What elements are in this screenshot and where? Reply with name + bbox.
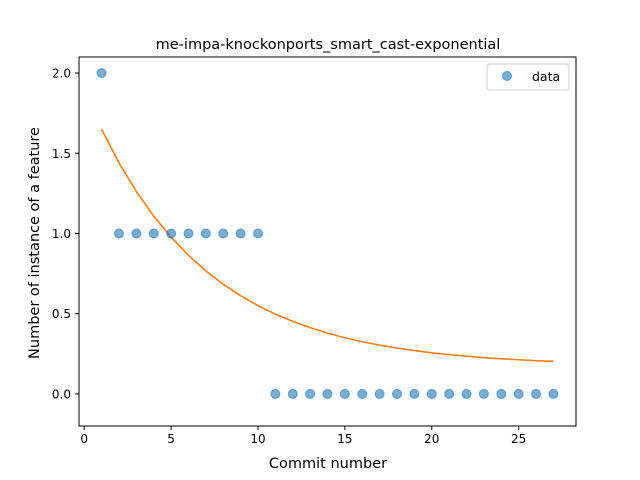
x-axis-label: Commit number (269, 456, 387, 472)
data-point (305, 388, 316, 399)
data-point (287, 388, 298, 399)
x-tick-label: 20 (424, 432, 439, 446)
y-tick-label: 2.0 (52, 67, 71, 81)
data-point (444, 388, 455, 399)
x-tick-label: 25 (511, 432, 526, 446)
x-tick-label: 10 (250, 432, 265, 446)
axis-ticks: 0 5 10 15 20 25 0.0 0.5 1.0 1.5 2.0 (52, 67, 526, 446)
data-point (270, 388, 281, 399)
data-point (183, 228, 194, 239)
data-point (531, 388, 542, 399)
data-point (113, 228, 124, 239)
fit-curve-line (100, 128, 554, 363)
plot-marks (96, 68, 559, 399)
data-point (252, 228, 263, 239)
data-point (339, 388, 350, 399)
data-point (148, 228, 159, 239)
y-tick-label: 0.0 (52, 387, 71, 401)
y-tick-label: 1.0 (52, 227, 71, 241)
legend-label: data (532, 69, 560, 84)
legend-marker (502, 71, 512, 81)
chart-title: me-impa-knockonports_smart_cast-exponent… (156, 37, 501, 53)
data-point (548, 388, 559, 399)
plot-frame (78, 56, 577, 427)
data-point (478, 388, 489, 399)
legend: data (486, 63, 570, 91)
data-point (392, 388, 403, 399)
x-tick-label: 15 (337, 432, 352, 446)
data-point (96, 68, 107, 79)
data-point (200, 228, 211, 239)
data-point (409, 388, 420, 399)
data-point (461, 388, 472, 399)
data-point (322, 388, 333, 399)
data-point (131, 228, 142, 239)
data-point (218, 228, 229, 239)
data-point (374, 388, 385, 399)
data-point (166, 228, 177, 239)
y-axis-label: Number of instance of a feature (27, 127, 43, 359)
y-tick-label: 0.5 (52, 307, 71, 321)
data-point (357, 388, 368, 399)
data-point (426, 388, 437, 399)
x-tick-label: 0 (80, 432, 88, 446)
legend-box (486, 63, 570, 91)
data-point (496, 388, 507, 399)
x-tick-label: 5 (167, 432, 175, 446)
data-point (513, 388, 524, 399)
y-tick-label: 1.5 (52, 147, 71, 161)
data-point (235, 228, 246, 239)
